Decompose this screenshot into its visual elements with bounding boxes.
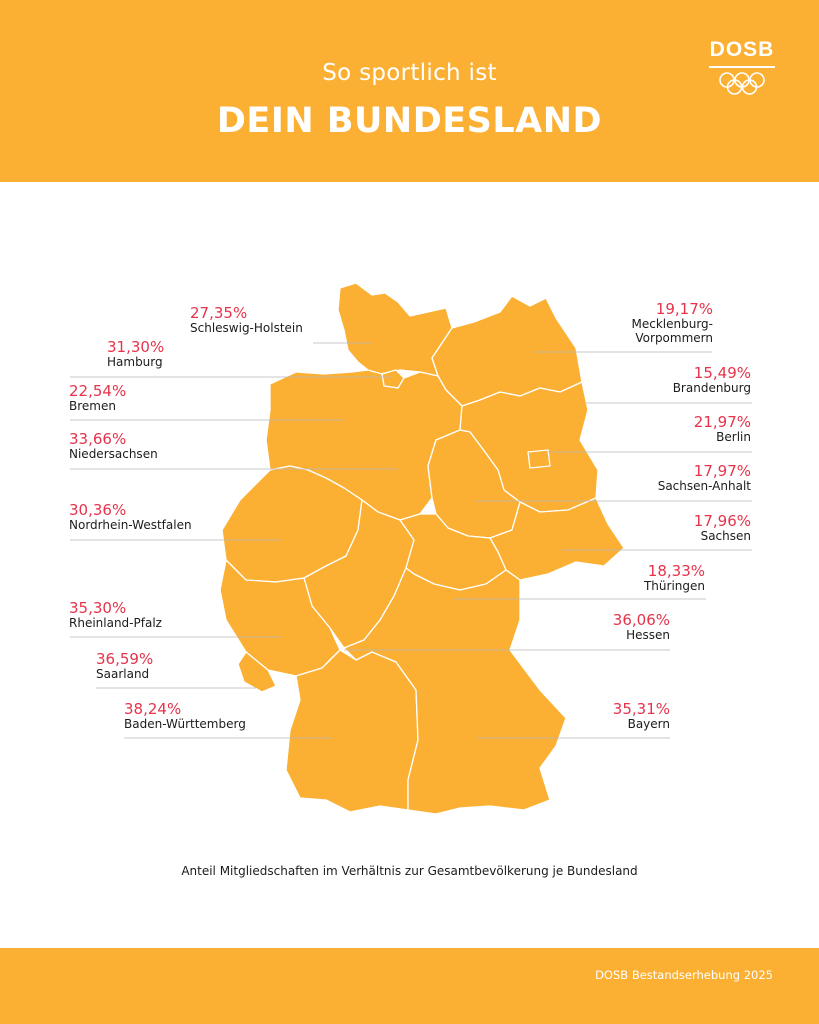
name-mecklenburg-vorpommern-line2: Vorpommern	[635, 331, 713, 346]
name-mecklenburg-vorpommern-line1: Mecklenburg-	[631, 317, 714, 332]
value-nordrhein-westfalen: 30,36%	[69, 501, 127, 519]
label-sachsen-anhalt: 17,97% Sachsen-Anhalt	[657, 462, 751, 494]
name-berlin: Berlin	[716, 430, 751, 445]
label-thueringen: 18,33% Thüringen	[643, 562, 705, 594]
name-nordrhein-westfalen: Nordrhein-Westfalen	[69, 518, 192, 533]
value-bayern: 35,31%	[612, 700, 670, 718]
olympic-rings-icon	[709, 66, 775, 95]
value-mecklenburg-vorpommern: 19,17%	[655, 300, 713, 318]
name-hessen: Hessen	[626, 628, 670, 643]
label-schleswig-holstein: 27,35% Schleswig-Holstein	[190, 304, 303, 336]
name-saarland: Saarland	[96, 667, 150, 682]
name-bayern: Bayern	[627, 717, 670, 732]
state-berlin	[527, 449, 551, 469]
name-sachsen-anhalt: Sachsen-Anhalt	[657, 479, 751, 494]
value-schleswig-holstein: 27,35%	[190, 304, 248, 322]
label-nordrhein-westfalen: 30,36% Nordrhein-Westfalen	[69, 501, 192, 533]
name-sachsen: Sachsen	[700, 529, 751, 544]
value-baden-wuerttemberg: 38,24%	[124, 700, 182, 718]
value-sachsen-anhalt: 17,97%	[693, 462, 751, 480]
value-saarland: 36,59%	[96, 650, 154, 668]
logo-text: DOSB	[709, 38, 775, 61]
value-hessen: 36,06%	[612, 611, 670, 629]
label-baden-wuerttemberg: 38,24% Baden-Württemberg	[124, 700, 246, 732]
value-rheinland-pfalz: 35,30%	[69, 599, 127, 617]
value-thueringen: 18,33%	[647, 562, 705, 580]
state-saarland	[237, 651, 277, 693]
label-bremen: 22,54% Bremen	[69, 382, 127, 414]
value-sachsen: 17,96%	[693, 512, 751, 530]
value-berlin: 21,97%	[693, 413, 751, 431]
name-schleswig-holstein: Schleswig-Holstein	[190, 321, 303, 336]
value-brandenburg: 15,49%	[693, 364, 751, 382]
header-subtitle: So sportlich ist	[322, 60, 497, 86]
label-niedersachsen: 33,66% Niedersachsen	[69, 430, 158, 462]
value-hamburg: 31,30%	[107, 338, 165, 356]
label-rheinland-pfalz: 35,30% Rheinland-Pfalz	[69, 599, 162, 631]
label-mecklenburg-vorpommern: 19,17% Mecklenburg- Vorpommern	[631, 300, 714, 346]
header-title: DEIN BUNDESLAND	[216, 101, 603, 141]
value-bremen: 22,54%	[69, 382, 127, 400]
name-bremen: Bremen	[69, 399, 116, 414]
header-banner: So sportlich ist DEIN BUNDESLAND DOSB	[0, 0, 819, 182]
source-note: DOSB Bestandserhebung 2025	[595, 968, 773, 982]
label-berlin: 21,97% Berlin	[693, 413, 751, 445]
label-hessen: 36,06% Hessen	[612, 611, 670, 643]
state-baden-wuerttemberg	[285, 649, 419, 813]
name-rheinland-pfalz: Rheinland-Pfalz	[69, 616, 162, 631]
value-niedersachsen: 33,66%	[69, 430, 127, 448]
label-sachsen: 17,96% Sachsen	[693, 512, 751, 544]
state-bayern	[343, 567, 567, 815]
footer-banner: DOSB Bestandserhebung 2025	[0, 948, 819, 1024]
name-baden-wuerttemberg: Baden-Württemberg	[124, 717, 246, 732]
label-hamburg: 31,30% Hamburg	[107, 338, 165, 370]
map-caption: Anteil Mitgliedschaften im Verhältnis zu…	[181, 864, 638, 878]
label-bayern: 35,31% Bayern	[612, 700, 670, 732]
state-mecklenburg-vorpommern	[431, 295, 583, 407]
name-thueringen: Thüringen	[643, 579, 705, 594]
dosb-logo: DOSB	[703, 38, 781, 100]
name-hamburg: Hamburg	[107, 355, 163, 370]
name-brandenburg: Brandenburg	[672, 381, 751, 396]
name-niedersachsen: Niedersachsen	[69, 447, 158, 462]
label-brandenburg: 15,49% Brandenburg	[672, 364, 751, 396]
label-saarland: 36,59% Saarland	[96, 650, 154, 682]
